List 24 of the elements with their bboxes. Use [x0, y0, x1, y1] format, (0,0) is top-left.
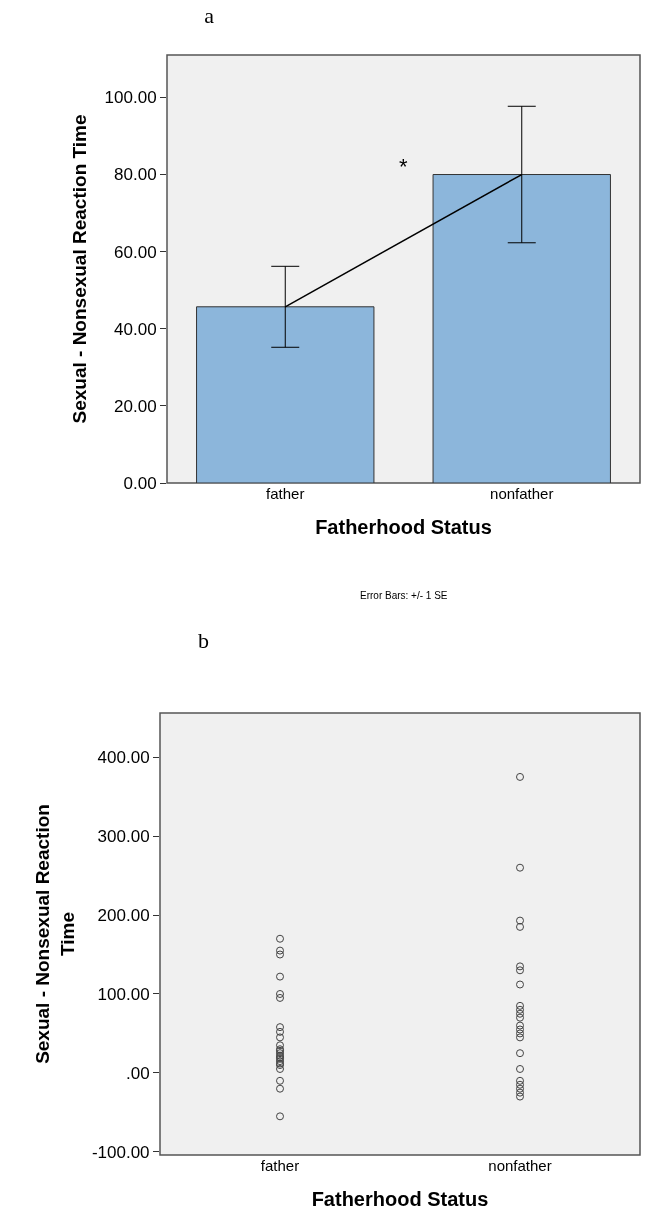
x-axis-title: Fatherhood Status	[315, 515, 492, 538]
y-tick-label: 60.00	[114, 242, 157, 262]
x-tick-label: nonfather	[490, 485, 554, 502]
chart-title: b	[197, 627, 209, 653]
x-tick-label: nonfather	[488, 1157, 552, 1174]
y-tick-label: 40.00	[114, 319, 157, 339]
x-axis-title: Fatherhood Status	[311, 1187, 489, 1210]
y-tick-label: -100.00	[91, 1142, 150, 1162]
text: Error Bars: +/- 1 SE	[360, 590, 448, 601]
y-axis-title: Sexual - Nonsexual Reaction Time	[32, 804, 78, 1064]
y-tick-label: 100.00	[104, 88, 157, 108]
x-tick-label: father	[260, 1157, 300, 1174]
annotation: *	[399, 154, 408, 179]
y-tick-label: 80.00	[114, 165, 157, 185]
y-axis-title: Sexual - Nonsexual Reaction Time	[69, 114, 91, 424]
y-tick-label: 20.00	[114, 396, 157, 416]
y-tick-label: .00	[125, 1063, 150, 1083]
y-tick-label: 100.00	[97, 984, 150, 1004]
y-tick-label: 400.00	[97, 748, 150, 768]
y-tick-label: 0.00	[123, 473, 157, 493]
chart-title: a	[204, 2, 215, 28]
y-tick-label: 200.00	[97, 906, 150, 926]
y-tick-label: 300.00	[97, 827, 150, 847]
x-tick-label: father	[266, 485, 305, 502]
